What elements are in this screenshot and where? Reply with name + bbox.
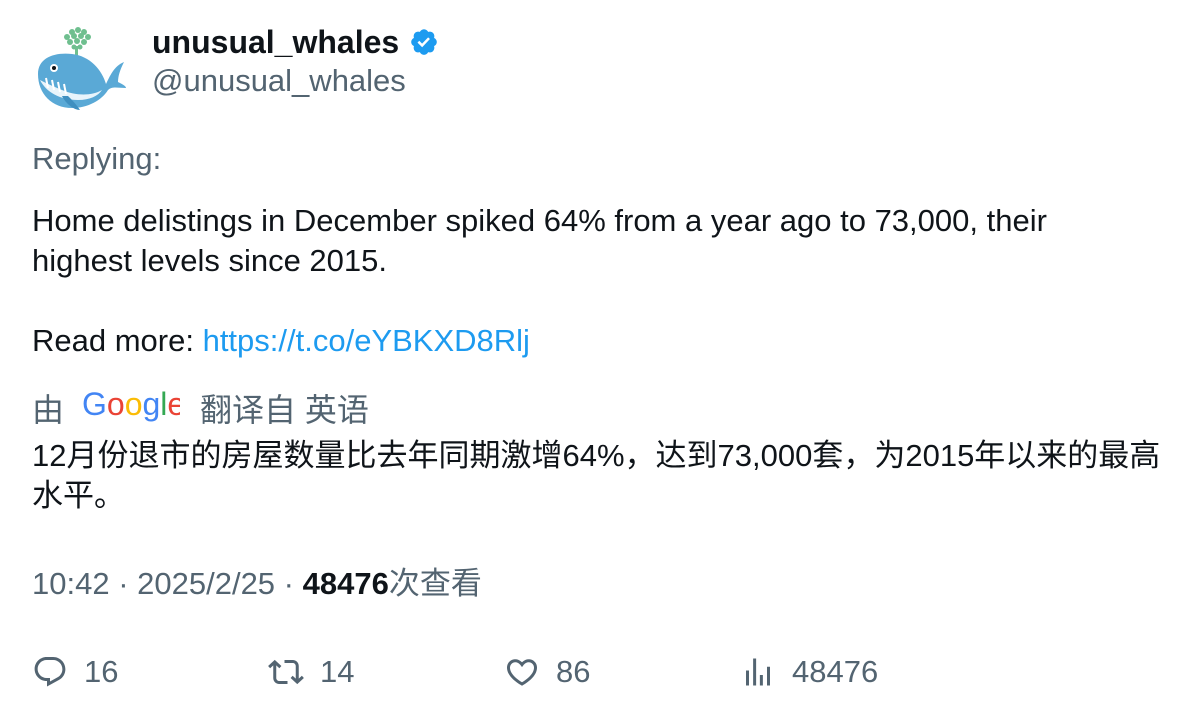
tweet-read-more: Read more: https://t.co/eYBKXD8Rlj [32,321,1152,361]
action-bar: 16 14 86 48476 [32,650,1162,694]
tweet-meta: 10:42 · 2025/2/25 · 48476次查看 [32,564,482,604]
views-count: 48476 [302,566,389,601]
svg-text:Google: Google [82,386,180,422]
author-name[interactable]: unusual_whales [152,22,439,62]
whale-icon [38,27,126,110]
author-handle[interactable]: @unusual_whales [152,63,406,98]
retweet-icon [268,659,304,685]
google-logo: Google [82,384,185,432]
translation-attribution: 由 Google 翻译自 英语 [32,386,369,430]
read-more-label: Read more: [32,323,203,358]
views-label: 次查看 [388,566,482,601]
tweet-time[interactable]: 10:42 [32,566,110,601]
tweet-text: Home delistings in December spiked 64% f… [32,201,1152,361]
retweet-button[interactable]: 14 [268,650,354,694]
avatar[interactable] [32,26,128,112]
author-name-text[interactable]: unusual_whales [152,24,400,60]
tweet-link[interactable]: https://t.co/eYBKXD8Rlj [202,323,530,358]
translated-text: 12月份退市的房屋数量比去年同期激增64%，达到73,000套，为2015年以来… [32,438,1161,513]
views-button[interactable]: 48476 [740,650,878,694]
meta-separator-2: · [275,566,303,601]
google-logo-icon: Google [82,386,185,422]
verified-badge-icon [411,29,437,55]
analytics-icon [746,658,770,686]
meta-separator: · [109,566,138,601]
retweet-count: 14 [320,654,355,689]
reply-button[interactable]: 16 [32,650,118,694]
tweet-body: Home delistings in December spiked 64% f… [32,203,1047,278]
reply-count: 16 [84,654,119,689]
reply-icon [34,657,66,687]
tweet-date[interactable]: 2025/2/25 [137,566,276,601]
like-count: 86 [556,654,591,689]
translated-from-label[interactable]: 翻译自 英语 [200,392,369,428]
views-action-count: 48476 [792,654,879,689]
like-button[interactable]: 86 [504,650,590,694]
heart-icon [506,659,538,686]
translated-by-label: 由 [32,392,65,428]
replying-label: Replying: [32,141,162,176]
